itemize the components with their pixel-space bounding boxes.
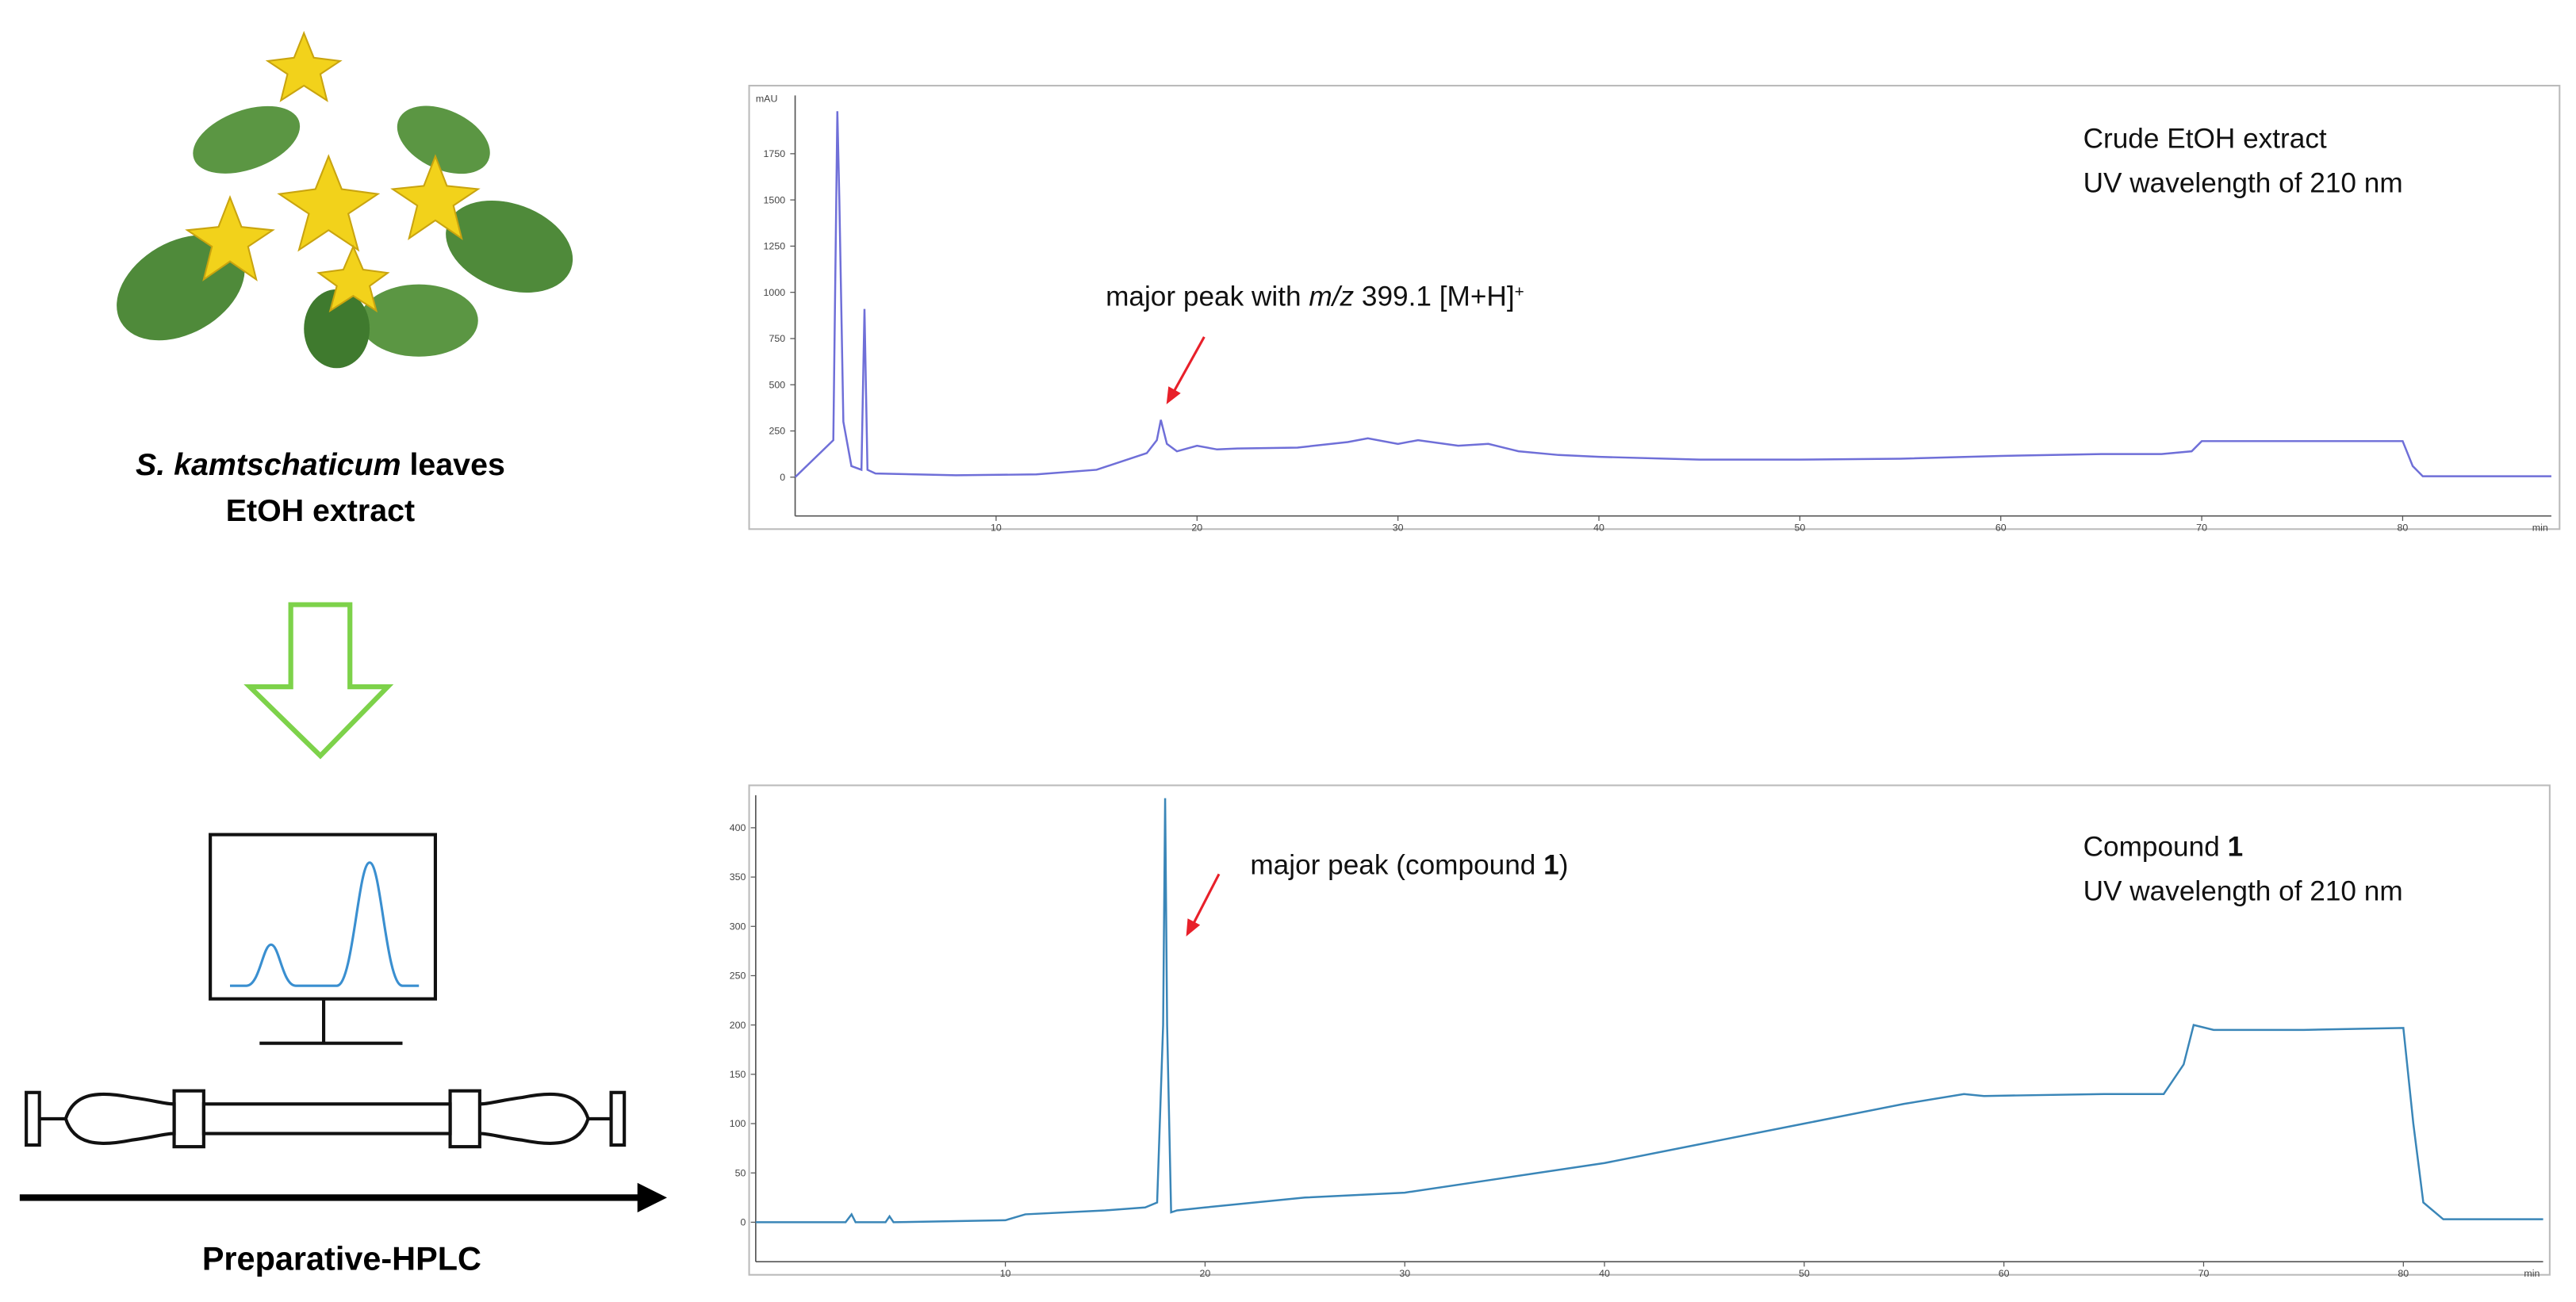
chart-title-part: 1	[2228, 832, 2244, 863]
y-tick-label: 400	[730, 822, 746, 833]
annotation-arrow-head	[1166, 386, 1181, 404]
y-tick-label: 1250	[764, 241, 786, 252]
annotation-part: m/z	[1309, 281, 1354, 312]
x-tick-label: 70	[2196, 522, 2207, 533]
process-arrow	[243, 602, 394, 760]
y-tick-label: 250	[730, 971, 746, 982]
y-axis-label: mAU	[756, 94, 778, 105]
x-tick-label: 40	[1593, 522, 1604, 533]
extract-label: EtOH extract	[226, 493, 415, 528]
flow-arrow-head	[637, 1182, 667, 1212]
chart-title: Compound 1	[2083, 832, 2244, 863]
x-tick-label: 30	[1393, 522, 1404, 533]
annotation-part: major peak (compound	[1250, 849, 1543, 880]
annotation-arrow-head	[1186, 918, 1201, 936]
chromatogram-line	[794, 111, 2551, 478]
y-tick-label: 1750	[764, 148, 786, 159]
plant-illustration	[117, 30, 573, 369]
x-tick-label: 40	[1599, 1268, 1610, 1279]
x-tick-label: 10	[1000, 1268, 1011, 1279]
hplc-icon	[25, 833, 627, 1149]
y-tick-label: 750	[769, 333, 785, 344]
annotation-part: 1	[1543, 849, 1559, 880]
y-tick-label: 250	[769, 426, 785, 437]
x-tick-label: 80	[2398, 522, 2409, 533]
x-tick-label: 30	[1399, 1268, 1410, 1279]
y-tick-label: 100	[730, 1118, 746, 1129]
x-tick-label: 20	[1200, 1268, 1211, 1279]
x-tick-label: 60	[1999, 1268, 2010, 1279]
chromatogram: 0 250 500 750 1000 1250 1500 1750 10 20 30 40 50 60 70…	[748, 84, 2561, 533]
annotation: major peak (compound 1)	[1250, 849, 1568, 880]
chart-title-part: Crude EtOH extract	[2083, 124, 2327, 155]
y-tick-label: 0	[741, 1217, 746, 1228]
y-tick-label: 200	[730, 1020, 746, 1031]
x-axis-label: min	[2524, 1268, 2540, 1279]
y-tick-label: 350	[730, 871, 746, 883]
x-tick-label: 50	[1794, 522, 1805, 533]
x-tick-label: 20	[1191, 522, 1202, 533]
chart-title: Crude EtOH extract	[2083, 124, 2327, 155]
y-tick-label: 1000	[764, 287, 786, 298]
annotation-arrow	[1190, 873, 1221, 929]
chart-subtitle: UV wavelength of 210 nm	[2083, 168, 2403, 199]
x-tick-label: 60	[1995, 522, 2007, 533]
y-tick-label: 1500	[764, 194, 786, 205]
plant-part: leaves	[401, 447, 505, 482]
annotation: major peak with m/z 399.1 [M+H]+	[1106, 281, 1524, 312]
x-tick-label: 50	[1799, 1268, 1810, 1279]
plot-frame	[748, 84, 2561, 530]
annotation-part: +	[1515, 282, 1524, 301]
y-tick-label: 0	[780, 472, 785, 483]
source-label: S. kamtschaticum leaves	[136, 447, 505, 482]
annotation-part: 399.1 [M+H]	[1354, 281, 1515, 312]
chromatogram: 0 50 100 150 200 250 300 350 400 10 20 30 40 50 60 70 80…	[730, 784, 2551, 1279]
y-tick-label: 500	[769, 379, 785, 390]
y-tick-label: 300	[730, 921, 746, 932]
y-tick-label: 150	[730, 1069, 746, 1080]
species: S. kamtschaticum	[136, 447, 401, 482]
x-axis-label: min	[2532, 522, 2548, 533]
method-label: Preparative-HPLC	[202, 1241, 481, 1277]
annotation-arrow	[1170, 336, 1206, 397]
x-tick-label: 70	[2198, 1268, 2210, 1279]
annotation-part: )	[1559, 849, 1569, 880]
x-tick-label: 10	[991, 522, 1002, 533]
chart-title-part: Compound	[2083, 832, 2228, 863]
y-tick-label: 50	[735, 1167, 746, 1178]
chart-subtitle: UV wavelength of 210 nm	[2083, 875, 2403, 906]
annotation-part: major peak with	[1106, 281, 1309, 312]
chromatogram-line	[755, 798, 2543, 1223]
x-tick-label: 80	[2398, 1268, 2409, 1279]
